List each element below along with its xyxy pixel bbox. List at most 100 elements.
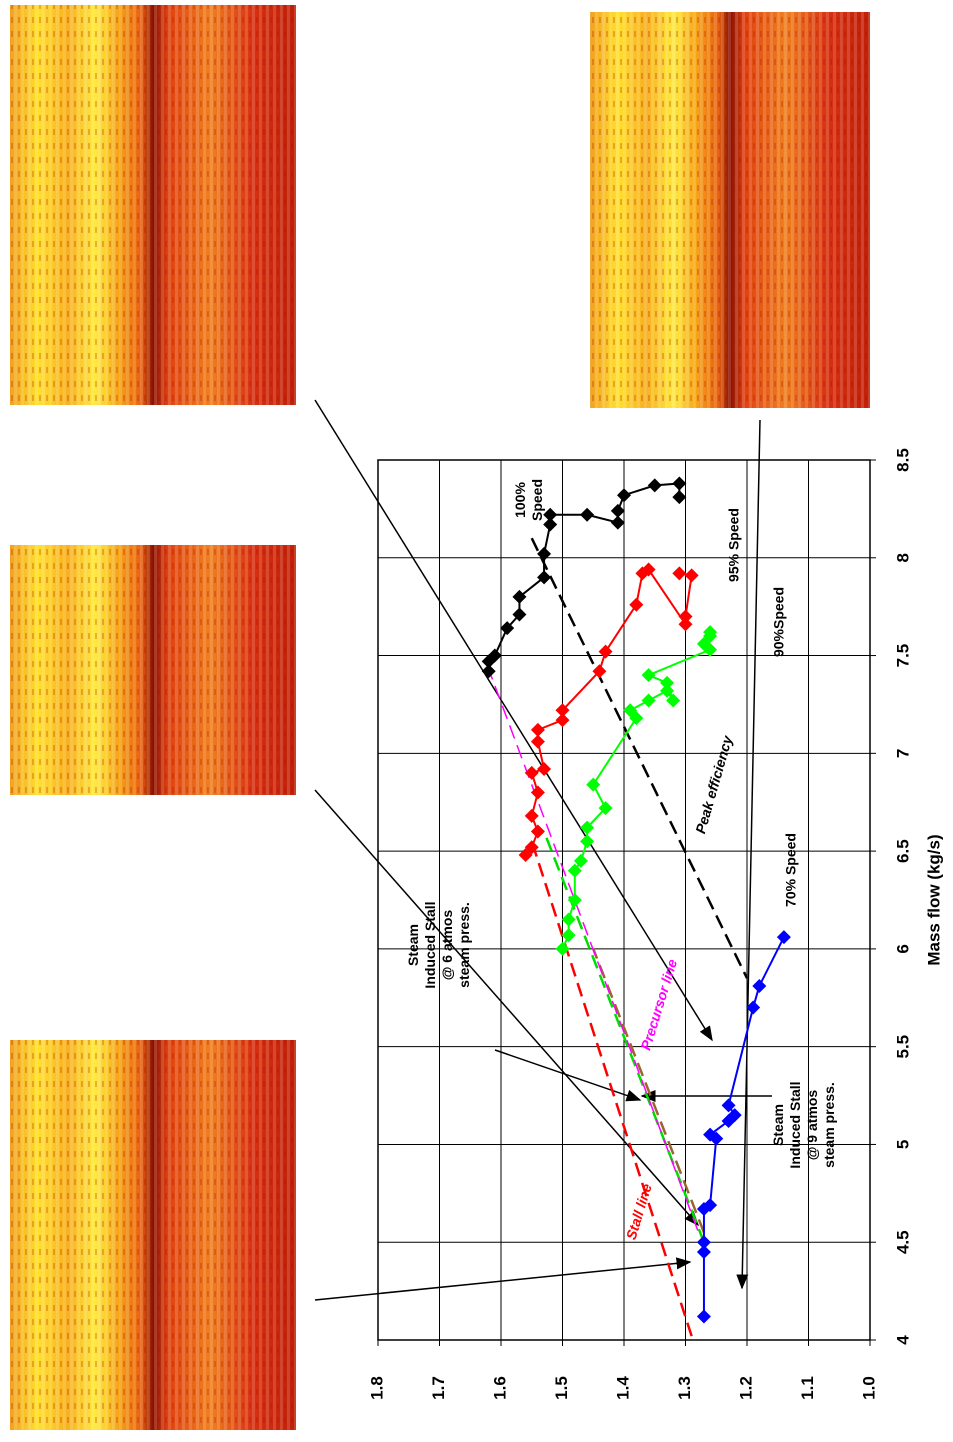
annotation: steam press.: [821, 1082, 837, 1168]
data-point: [580, 820, 595, 835]
x-axis-title: Mass flow (kg/s): [924, 834, 943, 965]
annotation: steam press.: [456, 902, 472, 988]
arrow: [494, 1049, 642, 1102]
data-point: [752, 979, 767, 994]
data-point: [530, 722, 545, 737]
reference-line: [530, 840, 693, 1337]
data-point: [543, 507, 558, 522]
data-point: [555, 713, 570, 728]
data-point: [678, 609, 693, 624]
data-point: [672, 476, 687, 491]
data-point: [776, 930, 791, 945]
annotation: Steam: [405, 924, 421, 966]
data-point: [580, 507, 595, 522]
data-point: [623, 703, 638, 718]
annotation: Stall line: [623, 1182, 655, 1242]
y-tick-label: 1.2: [736, 1376, 755, 1400]
data-point: [684, 568, 699, 583]
data-point: [561, 928, 576, 943]
data-point: [573, 853, 588, 868]
annotation: 90%Speed: [771, 587, 787, 657]
data-point: [678, 617, 693, 632]
data-point: [580, 834, 595, 849]
data-point: [481, 664, 496, 679]
x-tick-label: 7.5: [893, 644, 912, 668]
y-tick-label: 1.8: [367, 1376, 386, 1400]
data-point: [660, 675, 675, 690]
x-tick-label: 5: [893, 1140, 912, 1149]
data-point: [746, 1000, 761, 1015]
data-point: [543, 517, 558, 532]
arrow: [314, 399, 713, 1042]
data-point: [524, 840, 539, 855]
spectrogram-texture: [10, 5, 296, 405]
reference-line: [530, 537, 749, 979]
data-point: [672, 566, 687, 581]
y-tick-label: 1.4: [613, 1376, 632, 1400]
data-point: [537, 761, 552, 776]
data-point: [703, 1198, 718, 1213]
data-point: [537, 546, 552, 561]
data-point: [703, 625, 718, 640]
data-point: [641, 562, 656, 577]
x-tick-label: 4.5: [893, 1230, 912, 1254]
data-point: [629, 597, 644, 612]
data-point: [530, 734, 545, 749]
data-point: [512, 589, 527, 604]
reference-line: [592, 948, 706, 1233]
y-tick-label: 1.7: [429, 1376, 448, 1400]
arrows: [314, 399, 772, 1301]
annotation: 70% Speed: [783, 833, 799, 907]
y-tick-label: 1.3: [675, 1376, 694, 1400]
annotation: Precursor line: [637, 957, 680, 1052]
spectrogram-texture: [10, 1040, 296, 1430]
arrow: [736, 419, 761, 1290]
data-point: [660, 683, 675, 698]
arrow: [314, 1257, 692, 1301]
data-point: [561, 912, 576, 927]
annotation: 100%: [512, 482, 528, 518]
annotation: @ 6 atmos: [439, 910, 455, 981]
data-point: [500, 621, 515, 636]
data-point: [555, 941, 570, 956]
y-tick-label: 1.0: [859, 1376, 878, 1400]
annotation: Induced Stall: [787, 1081, 803, 1168]
data-point: [617, 488, 631, 503]
data-point: [567, 863, 582, 878]
data-point: [487, 648, 502, 663]
x-tick-label: 5.5: [893, 1035, 912, 1059]
data-point: [592, 664, 607, 679]
x-tick-label: 8.5: [893, 448, 912, 472]
x-tick-label: 7: [893, 749, 912, 758]
spectrogram-texture: [590, 12, 870, 408]
data-point: [530, 824, 545, 839]
data-point: [610, 503, 625, 518]
data-point: [672, 490, 687, 505]
data-point: [727, 1108, 742, 1123]
data-point: [641, 693, 656, 708]
x-tick-label: 6.5: [893, 839, 912, 863]
data-point: [598, 801, 613, 816]
x-tick-label: 4: [893, 1335, 912, 1345]
data-point: [696, 1245, 711, 1259]
data-point: [641, 668, 656, 683]
data-point: [512, 607, 527, 622]
data-point: [696, 1235, 711, 1250]
reference-line: [487, 668, 699, 1231]
y-tick-label: 1.1: [798, 1376, 817, 1400]
data-point: [586, 777, 601, 792]
data-point: [524, 765, 539, 780]
data-point: [524, 808, 539, 823]
annotation: Peak efficiency: [692, 733, 736, 836]
y-tick-label: 1.5: [552, 1376, 571, 1400]
data-point: [598, 644, 613, 659]
arrow: [314, 789, 699, 1227]
data-point: [555, 703, 570, 718]
data-point: [567, 893, 582, 907]
data-point: [721, 1098, 736, 1113]
data-point: [666, 693, 681, 708]
data-point: [703, 1127, 718, 1142]
spectrogram-panels: [10, 5, 870, 1430]
annotation: 95% Speed: [726, 508, 742, 582]
